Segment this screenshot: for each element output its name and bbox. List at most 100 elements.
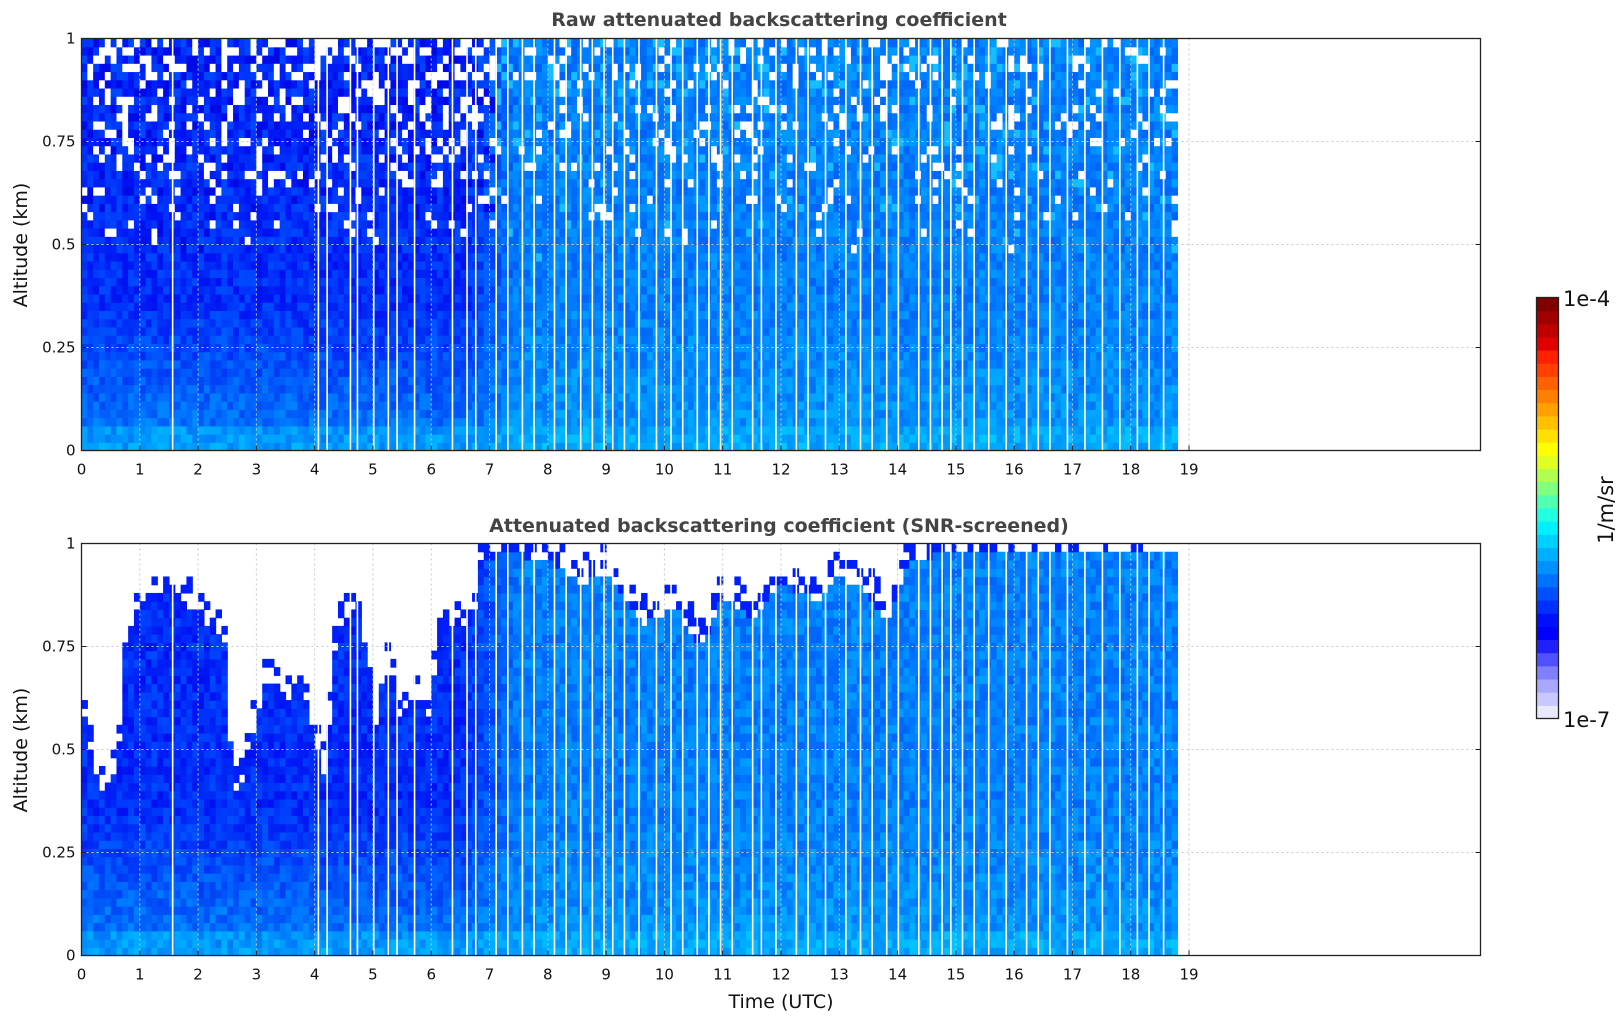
heatmap-cell: [180, 425, 188, 435]
heatmap-cell: [483, 285, 491, 295]
heatmap-cell: [104, 211, 112, 221]
heatmap-cell: [536, 79, 543, 89]
heatmap-cell: [273, 359, 281, 369]
heatmap-cell: [279, 46, 287, 56]
heatmap-cell: [512, 318, 520, 328]
heatmap-cell: [221, 178, 228, 188]
heatmap-cell: [594, 351, 601, 361]
heatmap-cell: [419, 145, 427, 155]
heatmap-cell: [244, 434, 252, 443]
heatmap-cell: [268, 71, 275, 81]
heatmap-cell: [553, 293, 561, 303]
heatmap-cell: [285, 252, 292, 262]
heatmap-cell: [320, 384, 327, 394]
heatmap-cell: [355, 219, 362, 229]
heatmap-cell: [320, 269, 327, 279]
heatmap-cell: [116, 54, 123, 64]
heatmap-cell: [559, 335, 566, 344]
heatmap-cell: [279, 129, 287, 138]
heatmap-cell: [139, 162, 147, 171]
heatmap-cell: [151, 112, 158, 122]
heatmap-cell: [495, 162, 502, 171]
heatmap-cell: [93, 359, 100, 369]
heatmap-cell: [145, 228, 153, 237]
heatmap-cell: [291, 87, 298, 97]
heatmap-cell: [273, 112, 281, 122]
heatmap-cell: [256, 71, 263, 81]
heatmap-cell: [565, 425, 572, 435]
heatmap-cell: [192, 318, 199, 328]
heatmap-cell: [372, 335, 380, 344]
heatmap-cell: [524, 244, 531, 254]
heatmap-cell: [215, 277, 222, 287]
heatmap-cell: [442, 104, 450, 114]
heatmap-cell: [396, 162, 403, 171]
heatmap-cell: [320, 260, 327, 270]
heatmap-cell: [332, 79, 339, 89]
heatmap-cell: [355, 343, 362, 353]
heatmap-cell: [501, 170, 508, 180]
heatmap-cell: [98, 96, 106, 106]
heatmap-cell: [407, 129, 415, 138]
heatmap-cell: [559, 401, 566, 410]
heatmap-cell: [367, 285, 374, 295]
heatmap-cell: [116, 302, 123, 312]
heatmap-cell: [192, 186, 199, 196]
heatmap-cell: [501, 252, 508, 262]
heatmap-cell: [279, 368, 287, 377]
heatmap-cell: [122, 384, 129, 394]
heatmap-cell: [337, 285, 345, 295]
heatmap-cell: [547, 170, 555, 180]
heatmap-cell: [606, 203, 613, 213]
heatmap-cell: [116, 145, 123, 155]
heatmap-cell: [192, 71, 199, 81]
heatmap-cell: [378, 104, 386, 114]
heatmap-cell: [198, 219, 205, 229]
heatmap-cell: [337, 195, 345, 204]
heatmap-cell: [268, 186, 275, 196]
heatmap-cell: [553, 211, 561, 221]
heatmap-cell: [308, 376, 316, 386]
heatmap-cell: [372, 434, 380, 443]
heatmap-cell: [378, 442, 386, 452]
heatmap-cell: [203, 285, 211, 295]
heatmap-cell: [215, 120, 222, 130]
heatmap-cell: [180, 434, 188, 443]
heatmap-cell: [559, 120, 566, 130]
heatmap-cell: [215, 252, 222, 262]
heatmap-cell: [658, 252, 666, 262]
heatmap-cell: [367, 425, 374, 435]
heatmap-cell: [606, 129, 613, 138]
heatmap-cell: [93, 376, 100, 386]
heatmap-cell: [425, 54, 432, 64]
heatmap-cell: [268, 236, 275, 246]
heatmap-cell: [133, 46, 141, 56]
heatmap-cell: [547, 186, 555, 196]
heatmap-cell: [542, 104, 549, 114]
heatmap-cell: [536, 401, 543, 410]
heatmap-cell: [658, 269, 666, 279]
heatmap-cell: [623, 54, 631, 64]
heatmap-cell: [559, 203, 566, 213]
heatmap-cell: [419, 310, 427, 320]
heatmap-cell: [349, 417, 357, 427]
heatmap-cell: [203, 54, 211, 64]
heatmap-cell: [547, 326, 555, 336]
heatmap-cell: [611, 310, 619, 320]
heatmap-cell: [151, 417, 158, 427]
heatmap-cell: [454, 203, 461, 213]
heatmap-cell: [536, 38, 543, 48]
heatmap-cell: [291, 96, 298, 106]
heatmap-cell: [332, 277, 339, 287]
heatmap-cell: [186, 178, 193, 188]
heatmap-cell: [227, 178, 234, 188]
heatmap-cell: [157, 63, 164, 73]
heatmap-cell: [419, 178, 427, 188]
heatmap-cell: [343, 170, 351, 180]
heatmap-cell: [641, 120, 648, 130]
heatmap-cell: [629, 434, 636, 443]
heatmap-cell: [407, 425, 415, 435]
heatmap-cell: [437, 310, 444, 320]
heatmap-cell: [81, 178, 88, 188]
heatmap-cell: [507, 120, 514, 130]
